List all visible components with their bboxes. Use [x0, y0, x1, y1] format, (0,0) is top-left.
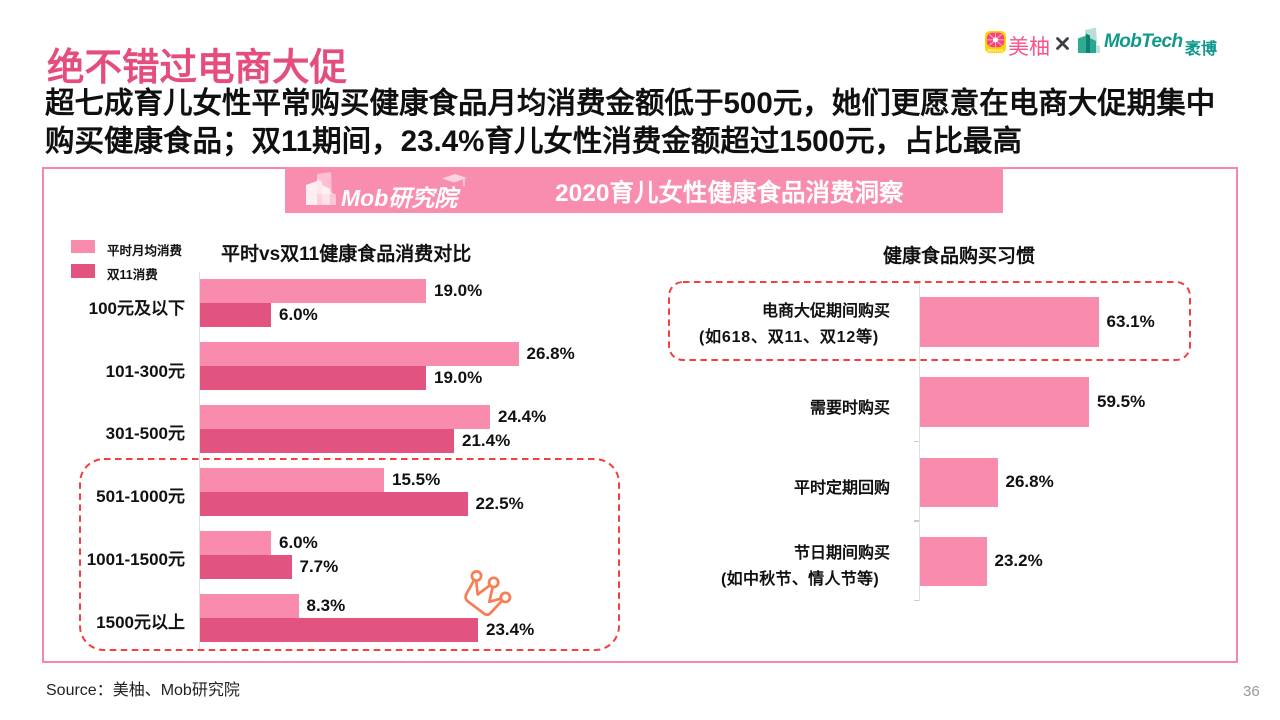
- svg-text:Meet you: Meet you: [988, 48, 1003, 52]
